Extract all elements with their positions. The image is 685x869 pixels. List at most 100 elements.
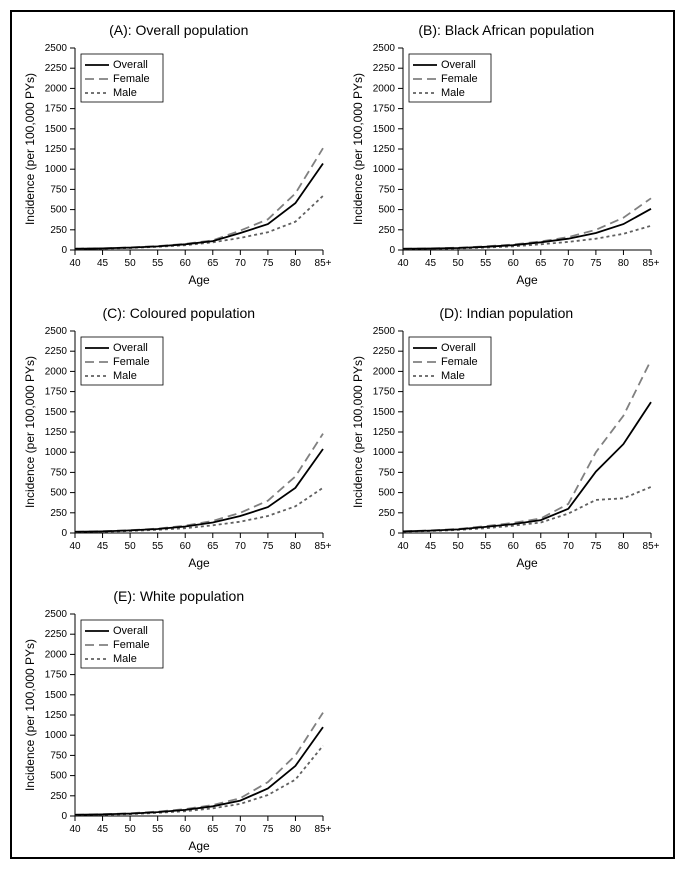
svg-text:2250: 2250: [372, 346, 395, 357]
svg-text:1250: 1250: [372, 427, 395, 438]
svg-text:45: 45: [424, 258, 436, 269]
series-female: [75, 148, 323, 249]
svg-text:75: 75: [590, 541, 602, 552]
svg-text:65: 65: [207, 258, 219, 269]
legend: OverallFemaleMale: [409, 337, 491, 385]
svg-text:1250: 1250: [45, 427, 68, 438]
svg-text:1500: 1500: [372, 124, 395, 135]
svg-text:Male: Male: [113, 370, 137, 382]
svg-text:2250: 2250: [45, 346, 68, 357]
panel-E: (E): White population 404550556065707580…: [20, 588, 338, 856]
figure-border: (A): Overall population 4045505560657075…: [10, 10, 675, 859]
svg-text:70: 70: [562, 541, 574, 552]
svg-text:0: 0: [61, 811, 67, 822]
svg-text:1000: 1000: [45, 447, 68, 458]
svg-text:75: 75: [262, 824, 274, 835]
svg-text:1750: 1750: [45, 670, 68, 681]
svg-text:70: 70: [235, 824, 247, 835]
svg-text:2000: 2000: [45, 83, 68, 94]
y-axis-label: Incidence (per 100,000 PYs): [351, 356, 365, 508]
panel-A: (A): Overall population 4045505560657075…: [20, 22, 338, 290]
series-overall: [75, 449, 323, 532]
svg-text:250: 250: [50, 225, 67, 236]
svg-text:75: 75: [590, 258, 602, 269]
svg-text:2500: 2500: [45, 43, 68, 54]
svg-text:55: 55: [152, 258, 164, 269]
svg-text:1250: 1250: [45, 144, 68, 155]
svg-text:1000: 1000: [372, 164, 395, 175]
svg-text:250: 250: [50, 508, 67, 519]
svg-text:65: 65: [535, 541, 547, 552]
svg-text:Female: Female: [441, 73, 478, 85]
legend: OverallFemaleMale: [81, 337, 163, 385]
svg-text:55: 55: [152, 541, 164, 552]
svg-text:750: 750: [50, 750, 67, 761]
svg-text:85+: 85+: [315, 824, 332, 835]
svg-text:55: 55: [480, 541, 492, 552]
svg-text:500: 500: [50, 205, 67, 216]
svg-text:750: 750: [50, 467, 67, 478]
svg-text:250: 250: [50, 791, 67, 802]
svg-text:500: 500: [50, 488, 67, 499]
outer-container: (A): Overall population 4045505560657075…: [0, 0, 685, 869]
svg-text:60: 60: [180, 541, 192, 552]
svg-text:Male: Male: [441, 87, 465, 99]
chart-D: 40455055606570758085+0250500750100012501…: [348, 323, 663, 573]
svg-text:80: 80: [290, 258, 302, 269]
svg-text:2000: 2000: [45, 366, 68, 377]
svg-text:1500: 1500: [45, 690, 68, 701]
svg-text:2500: 2500: [45, 609, 68, 620]
svg-text:2250: 2250: [45, 63, 68, 74]
svg-text:45: 45: [97, 541, 109, 552]
y-axis-label: Incidence (per 100,000 PYs): [23, 73, 37, 225]
x-axis-label: Age: [188, 839, 210, 853]
svg-text:85+: 85+: [642, 541, 659, 552]
svg-text:60: 60: [507, 258, 519, 269]
chart-B: 40455055606570758085+0250500750100012501…: [348, 40, 663, 290]
svg-text:55: 55: [152, 824, 164, 835]
svg-text:75: 75: [262, 541, 274, 552]
svg-text:Overall: Overall: [441, 342, 476, 354]
svg-text:40: 40: [69, 824, 81, 835]
svg-text:2000: 2000: [45, 649, 68, 660]
y-axis-label: Incidence (per 100,000 PYs): [23, 356, 37, 508]
svg-text:85+: 85+: [315, 541, 332, 552]
legend: OverallFemaleMale: [81, 620, 163, 668]
svg-text:2250: 2250: [372, 63, 395, 74]
x-axis-label: Age: [188, 273, 210, 287]
svg-text:80: 80: [617, 541, 629, 552]
series-overall: [75, 727, 323, 815]
panel-title-B: (B): Black African population: [348, 22, 666, 38]
svg-text:70: 70: [235, 258, 247, 269]
svg-text:60: 60: [180, 258, 192, 269]
svg-text:1250: 1250: [45, 710, 68, 721]
svg-text:65: 65: [207, 541, 219, 552]
svg-text:40: 40: [397, 541, 409, 552]
svg-text:1500: 1500: [45, 407, 68, 418]
svg-text:2500: 2500: [372, 43, 395, 54]
svg-text:Overall: Overall: [113, 625, 148, 637]
svg-text:45: 45: [97, 258, 109, 269]
svg-text:1000: 1000: [45, 164, 68, 175]
svg-text:60: 60: [507, 541, 519, 552]
svg-text:75: 75: [262, 258, 274, 269]
svg-text:Female: Female: [113, 639, 150, 651]
series-overall: [403, 402, 651, 531]
svg-text:1000: 1000: [372, 447, 395, 458]
svg-text:40: 40: [69, 258, 81, 269]
panel-title-D: (D): Indian population: [348, 305, 666, 321]
x-axis-label: Age: [188, 556, 210, 570]
series-male: [403, 226, 651, 249]
svg-text:Overall: Overall: [441, 59, 476, 71]
svg-text:45: 45: [424, 541, 436, 552]
svg-text:750: 750: [378, 184, 395, 195]
svg-text:80: 80: [290, 824, 302, 835]
svg-text:45: 45: [97, 824, 109, 835]
svg-text:40: 40: [397, 258, 409, 269]
svg-text:50: 50: [452, 258, 464, 269]
svg-text:2500: 2500: [372, 326, 395, 337]
svg-text:1250: 1250: [372, 144, 395, 155]
svg-text:70: 70: [562, 258, 574, 269]
svg-text:750: 750: [50, 184, 67, 195]
svg-text:50: 50: [125, 258, 137, 269]
